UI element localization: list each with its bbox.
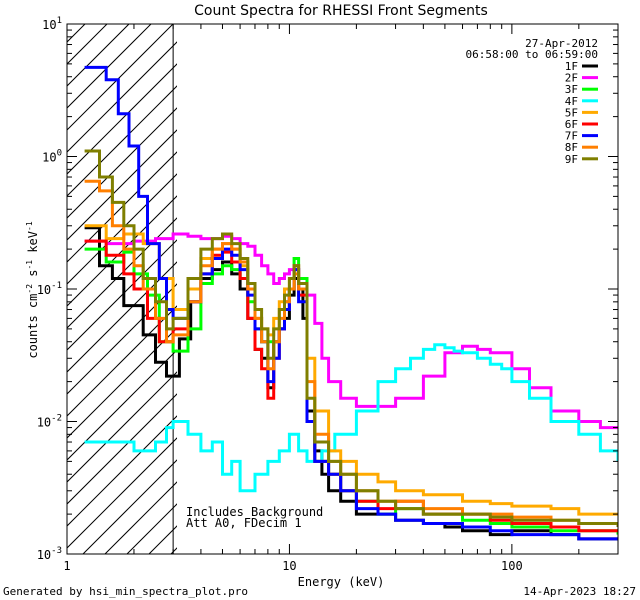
series-4F bbox=[84, 343, 618, 493]
hatch-line bbox=[259, 24, 640, 554]
chart-title: Count Spectra for RHESSI Front Segments bbox=[194, 3, 488, 19]
legend-label-9F: 9F bbox=[565, 153, 578, 166]
series-9F bbox=[84, 149, 618, 527]
timestamp-label: 14-Apr-2023 18:27 bbox=[523, 585, 636, 598]
hatch-line bbox=[67, 41, 177, 153]
y-tick-label: 100 bbox=[42, 149, 62, 165]
series-7F bbox=[84, 65, 618, 541]
legend-label-5F: 5F bbox=[565, 106, 578, 119]
hatched-background-region bbox=[0, 24, 640, 554]
hatch-line bbox=[67, 415, 177, 527]
hatch-line bbox=[67, 85, 177, 197]
x-tick-label: 10 bbox=[282, 559, 296, 573]
legend-label-6F: 6F bbox=[565, 118, 578, 131]
hatch-line bbox=[67, 393, 177, 505]
legend-label-3F: 3F bbox=[565, 83, 578, 96]
y-tick-label: 10-1 bbox=[37, 281, 62, 297]
legend-label-7F: 7F bbox=[565, 130, 578, 143]
hatch-line bbox=[67, 239, 177, 351]
axis-ticks bbox=[66, 24, 619, 555]
y-tick-label: 10-3 bbox=[37, 546, 62, 562]
x-tick-label: 100 bbox=[501, 559, 523, 573]
time-range-label: 06:58:00 to 06:59:00 bbox=[466, 48, 598, 61]
legend-label-8F: 8F bbox=[565, 141, 578, 154]
y-tick-label: 10-2 bbox=[37, 414, 62, 430]
legend-label-1F: 1F bbox=[565, 60, 578, 73]
legend-label-2F: 2F bbox=[565, 72, 578, 85]
y-tick-label: 101 bbox=[42, 16, 62, 32]
x-axis-label: Energy (keV) bbox=[298, 575, 385, 589]
series-layer bbox=[84, 65, 618, 541]
annotation-attenuator: Att A0, FDecim 1 bbox=[186, 516, 302, 530]
x-tick-labels: 1 10 100 bbox=[63, 559, 522, 573]
hatch-line bbox=[67, 24, 130, 87]
hatch-line bbox=[67, 217, 177, 329]
hatch-line bbox=[67, 437, 177, 549]
annotation-background: Includes Background bbox=[186, 505, 323, 519]
hatch-line bbox=[0, 24, 41, 554]
y-axis-label: counts cm-2 s-1 keV-1 bbox=[25, 221, 40, 358]
date-label: 27-Apr-2012 bbox=[525, 37, 598, 50]
hatch-line bbox=[67, 371, 177, 483]
series-6F bbox=[84, 239, 618, 533]
legend-label-4F: 4F bbox=[565, 95, 578, 108]
generated-by-label: Generated by hsi_min_spectra_plot.pro bbox=[3, 585, 248, 598]
hatch-line bbox=[67, 195, 177, 307]
hatch-line bbox=[67, 24, 174, 131]
y-tick-labels: 101 100 10-1 10-2 10-3 bbox=[37, 16, 62, 562]
x-tick-label: 1 bbox=[63, 559, 70, 573]
hatch-line bbox=[0, 24, 19, 554]
series-5F bbox=[84, 224, 618, 516]
hatch-line bbox=[126, 503, 177, 554]
hatch-line bbox=[82, 459, 177, 554]
